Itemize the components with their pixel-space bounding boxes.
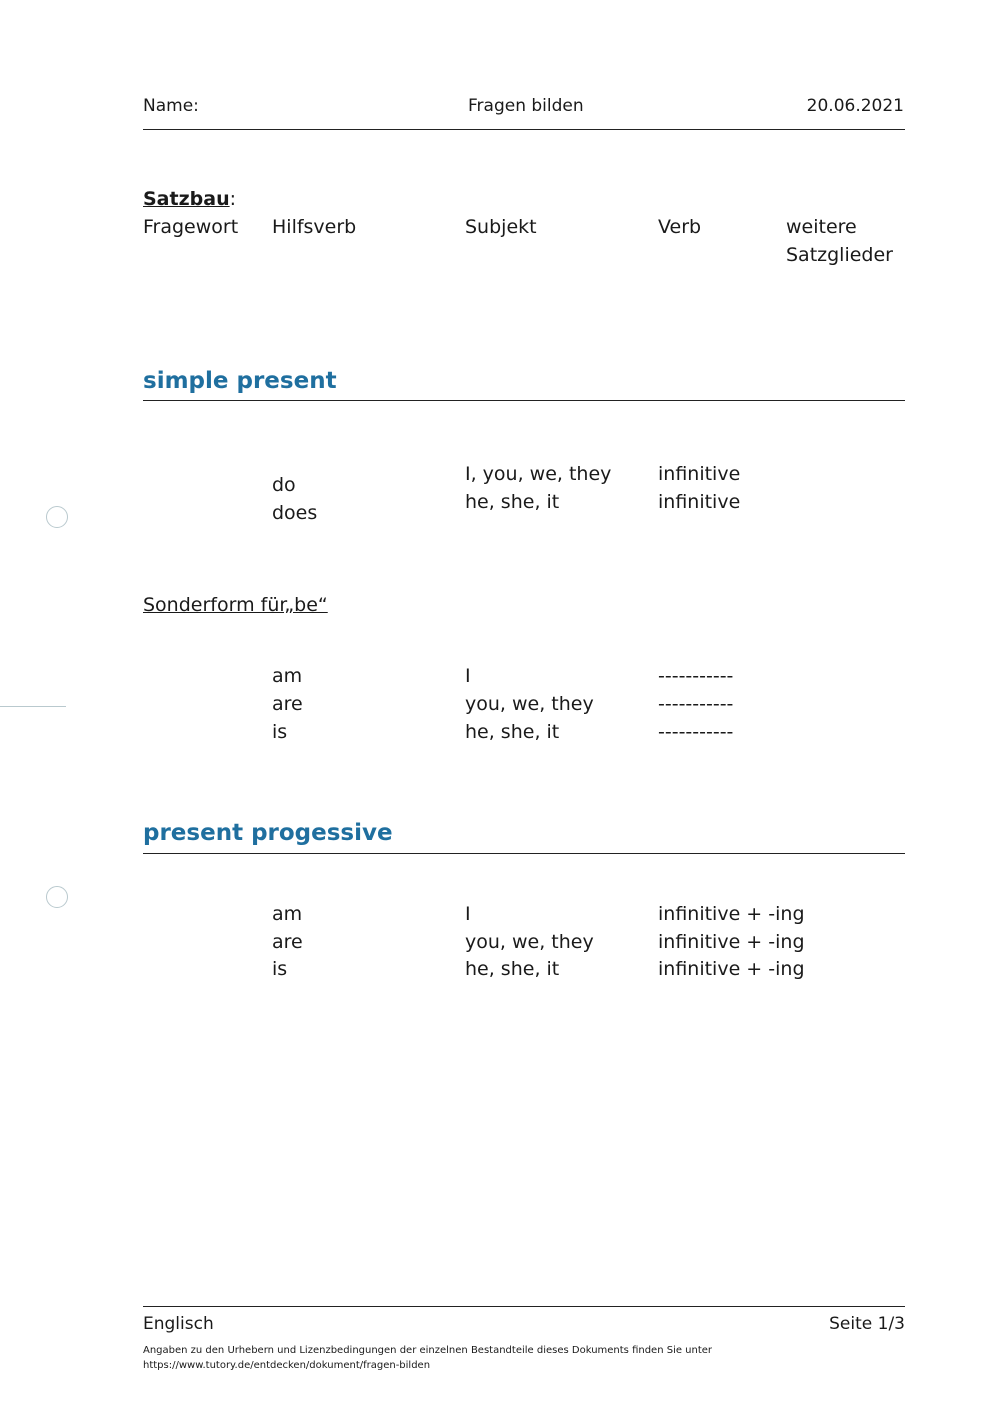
footer-subject: Englisch [143,1314,214,1334]
subject-third: he, she, it [465,491,560,513]
section-title-simple-present: simple present [143,368,337,394]
sonder-verb: ----------- [658,721,734,743]
sonder-subject: I [465,665,471,687]
column-weitere: weitere [786,216,857,238]
sonder-aux: is [272,721,288,743]
column-satzglieder: Satzglieder [786,244,893,266]
prog-aux: are [272,931,303,953]
satzbau-heading: Satzbau: [143,185,236,213]
prog-subject: he, she, it [465,958,560,980]
punch-hole-mark [46,506,68,528]
footer-rule [143,1306,905,1307]
column-subjekt: Subjekt [465,216,537,238]
aux-does: does [272,502,318,524]
column-fragewort: Fragewort [143,216,239,238]
verb-infinitive: infinitive [658,463,741,485]
prog-subject: I [465,903,471,925]
section-rule [143,853,905,854]
aux-do: do [272,474,296,496]
name-label: Name: [143,96,199,116]
fold-mark [0,706,66,707]
sonderform-heading: Sonderform für„be“ [143,594,328,616]
sonder-verb: ----------- [658,665,734,687]
prog-verb: infinitive + -ing [658,903,805,925]
prog-subject: you, we, they [465,931,594,953]
sonder-aux: am [272,665,303,687]
document-date: 20.06.2021 [806,96,904,116]
prog-aux: is [272,958,288,980]
column-hilfsverb: Hilfsverb [272,216,357,238]
satzbau-label: Satzbau [143,188,230,210]
sonder-verb: ----------- [658,693,734,715]
colon: : [229,188,237,210]
license-text: Angaben zu den Urhebern und Lizenzbeding… [143,1345,713,1356]
section-rule [143,400,905,401]
header-rule [143,129,905,130]
footer-page-number: Seite 1/3 [829,1314,905,1334]
column-verb: Verb [658,216,702,238]
prog-verb: infinitive + -ing [658,958,805,980]
verb-infinitive: infinitive [658,491,741,513]
section-title-present-progressive: present progessive [143,820,393,846]
license-link[interactable]: https://www.tutory.de/entdecken/dokument… [143,1360,431,1371]
sonder-subject: you, we, they [465,693,594,715]
punch-hole-mark [46,886,68,908]
prog-aux: am [272,903,303,925]
sonder-aux: are [272,693,303,715]
prog-verb: infinitive + -ing [658,931,805,953]
subject-plural: I, you, we, they [465,463,612,485]
sonder-subject: he, she, it [465,721,560,743]
document-title: Fragen bilden [468,96,584,116]
